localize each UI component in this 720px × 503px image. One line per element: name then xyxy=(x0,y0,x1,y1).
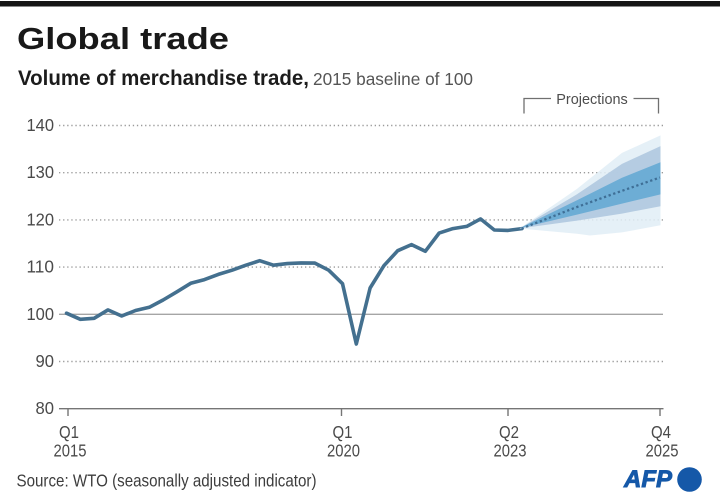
svg-text:100: 100 xyxy=(27,304,55,324)
svg-text:Q1: Q1 xyxy=(59,422,79,442)
svg-text:AFP: AFP xyxy=(623,466,673,493)
svg-text:Volume of merchandise trade,: Volume of merchandise trade, xyxy=(18,67,309,90)
svg-text:Global trade: Global trade xyxy=(17,21,229,56)
svg-text:130: 130 xyxy=(27,162,55,182)
svg-text:Q4: Q4 xyxy=(651,422,671,442)
svg-text:120: 120 xyxy=(27,209,55,229)
svg-text:Q1: Q1 xyxy=(333,422,353,442)
svg-text:140: 140 xyxy=(27,115,55,135)
svg-text:Q2: Q2 xyxy=(499,422,519,442)
svg-text:Source: WTO (seasonally adjust: Source: WTO (seasonally adjusted indicat… xyxy=(17,471,317,491)
svg-text:2023: 2023 xyxy=(494,441,527,461)
svg-text:90: 90 xyxy=(36,351,55,371)
svg-text:2015 baseline of 100: 2015 baseline of 100 xyxy=(313,69,473,89)
svg-text:80: 80 xyxy=(36,398,55,418)
svg-text:2015: 2015 xyxy=(54,441,87,461)
svg-text:2020: 2020 xyxy=(327,441,360,461)
svg-text:2025: 2025 xyxy=(646,441,679,461)
svg-text:110: 110 xyxy=(27,257,55,277)
svg-text:Projections: Projections xyxy=(556,91,628,108)
